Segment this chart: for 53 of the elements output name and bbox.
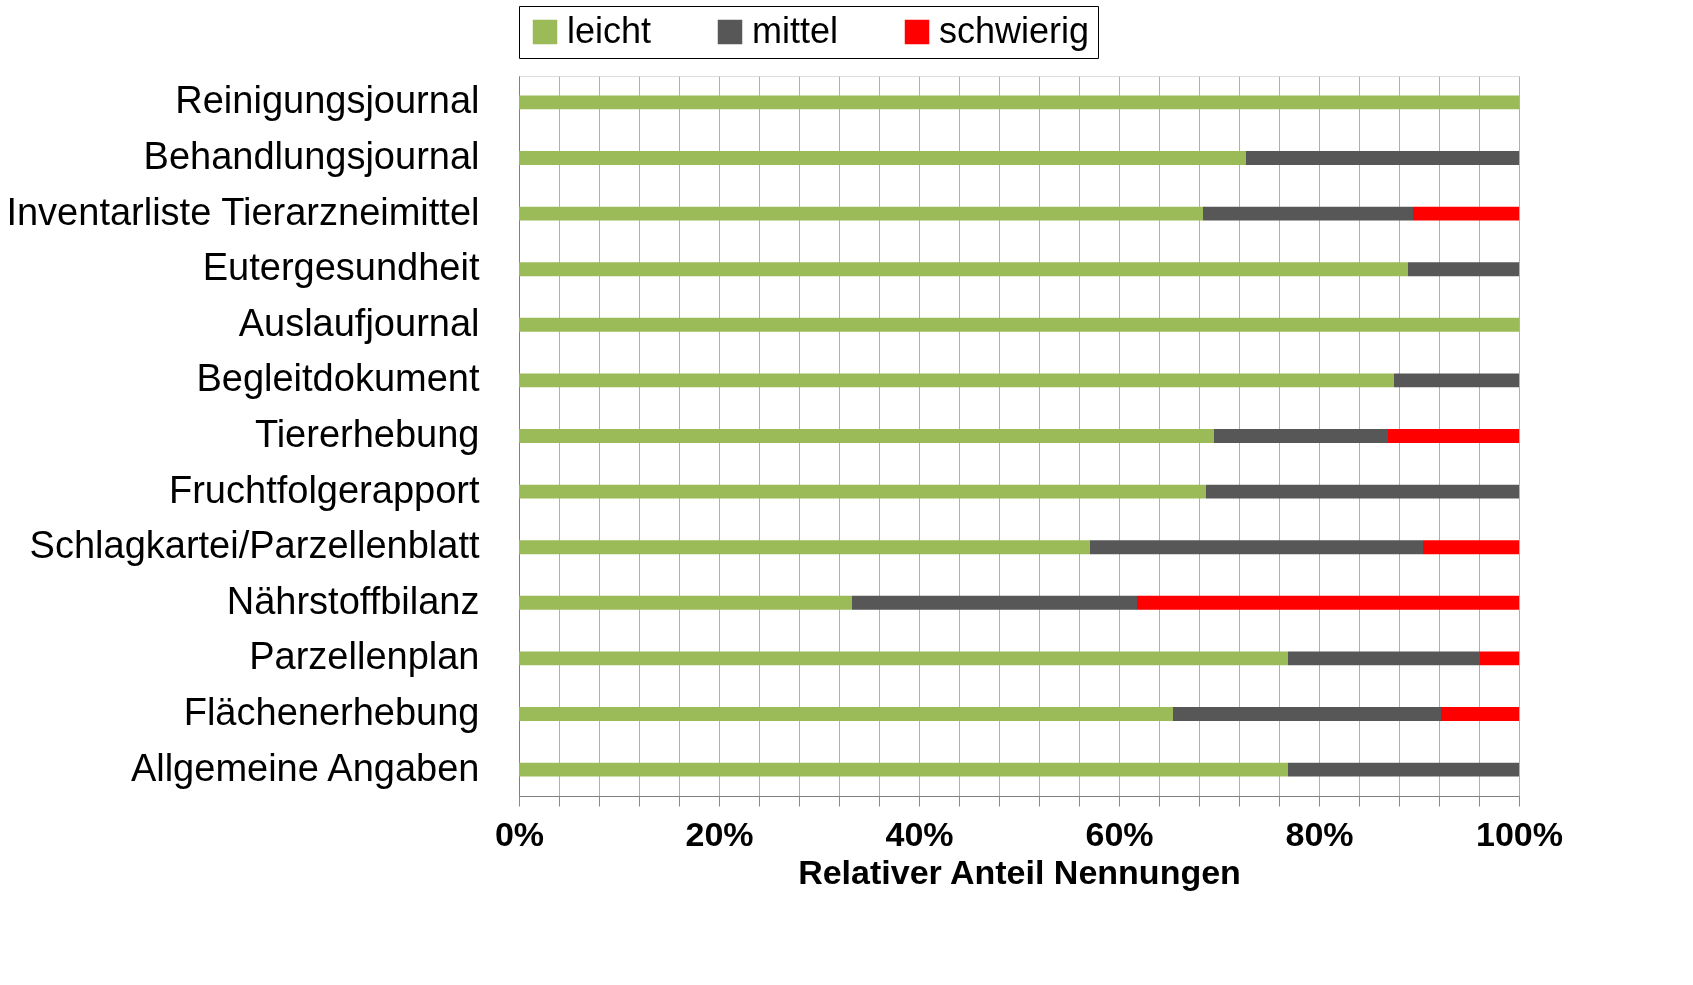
x-axis-title: Relativer Anteil Nennungen: [798, 852, 1241, 891]
y-tick-label: Schlagkartei/Parzellenblatt: [29, 524, 480, 567]
legend-label: leicht: [567, 10, 652, 51]
bar: [1203, 206, 1413, 221]
bar: [1394, 373, 1519, 388]
bar: [1423, 540, 1519, 555]
legend-label: schwierig: [939, 10, 1090, 51]
y-tick-label: Nährstoffbilanz: [226, 579, 480, 622]
bar: [519, 540, 1090, 555]
bar: [519, 762, 1288, 777]
bar: [519, 95, 1519, 110]
bar: [519, 317, 1519, 332]
x-tick-label: 80%: [1285, 814, 1354, 853]
y-tick-label: Allgemeine Angaben: [130, 746, 480, 789]
x-tick-label: 100%: [1476, 814, 1563, 853]
bar: [1246, 151, 1519, 165]
bar: [1288, 651, 1480, 666]
bar: [519, 707, 1173, 721]
y-tick-label: Inventarliste Tierarzneimittel: [6, 190, 480, 233]
bar: [1441, 707, 1519, 721]
bar: [852, 595, 1137, 610]
legend-label: mittel: [752, 10, 839, 51]
bar: [519, 595, 852, 610]
y-tick-label: Tiererhebung: [254, 413, 480, 455]
x-tick-label: 40%: [885, 814, 954, 853]
y-tick-label: Eutergesundheit: [202, 246, 480, 289]
bar: [519, 206, 1203, 221]
y-tick-label: Auslaufjournal: [238, 301, 480, 344]
bar: [1413, 206, 1519, 221]
bar: [1480, 651, 1519, 666]
bar: [1288, 762, 1519, 777]
bar: [519, 484, 1206, 499]
y-tick-label: Behandlungsjournal: [143, 135, 480, 178]
bar: [519, 651, 1288, 666]
x-tick-label: 0%: [494, 814, 545, 853]
bar: [1090, 540, 1423, 555]
bar: [1388, 429, 1519, 443]
bar: [1206, 484, 1519, 499]
bar: [519, 262, 1408, 277]
y-tick-label: Reinigungsjournal: [175, 79, 480, 122]
x-tick-label: 60%: [1085, 814, 1154, 853]
bar: [519, 373, 1394, 388]
bar: [1408, 262, 1519, 277]
y-tick-label: Flächenerhebung: [183, 690, 480, 733]
y-tick-label: Fruchtfolgerapport: [169, 468, 480, 511]
bar: [1137, 595, 1519, 610]
bar: [1214, 429, 1388, 443]
bar: [1173, 707, 1441, 721]
bar: [519, 151, 1246, 165]
y-tick-label: Parzellenplan: [249, 635, 480, 678]
x-tick-label: 20%: [685, 814, 754, 853]
bar: [519, 429, 1214, 443]
y-tick-label: Begleitdokument: [196, 357, 480, 400]
